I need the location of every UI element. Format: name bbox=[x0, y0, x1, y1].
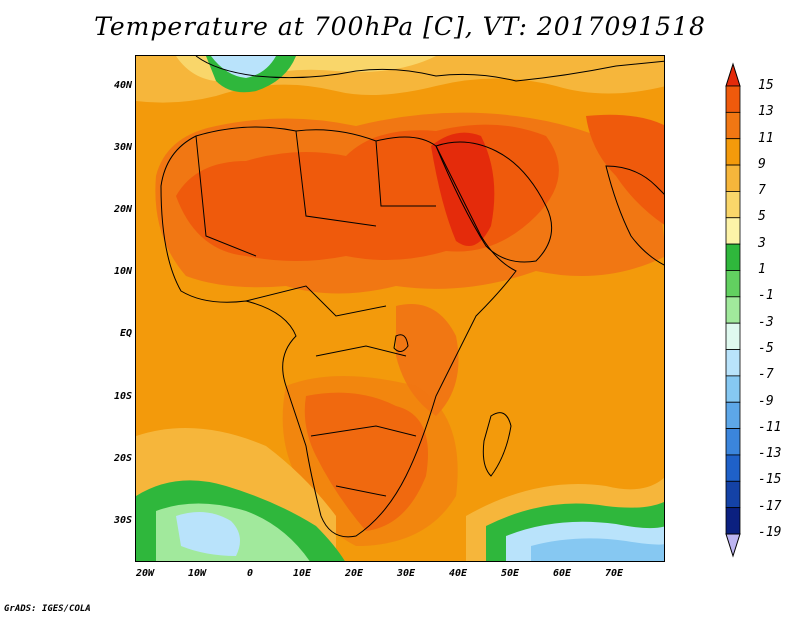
temperature-field-cold-paleblue-sw bbox=[176, 512, 240, 556]
colorbar-label: 11 bbox=[758, 130, 774, 146]
colorbar-label: -15 bbox=[758, 472, 782, 488]
lat-label-30n: 30N bbox=[113, 142, 132, 153]
temperature-field-warm-india bbox=[586, 114, 664, 225]
colorbar-segment bbox=[725, 480, 741, 509]
map-panel bbox=[135, 55, 665, 562]
temperature-field-paleblue-north bbox=[211, 56, 276, 78]
great-lake bbox=[393, 334, 409, 352]
lon-label-10w: 10W bbox=[187, 568, 207, 579]
colorbar-label: -5 bbox=[758, 340, 774, 356]
chart-title: Temperature at 700hPa [C], VT: 201709151… bbox=[94, 12, 706, 41]
border-1 bbox=[195, 135, 257, 257]
border-7 bbox=[335, 485, 387, 497]
border-6 bbox=[310, 425, 417, 437]
country-borders bbox=[160, 56, 664, 538]
colorbar-label: -7 bbox=[758, 367, 774, 383]
colorbar-label: 13 bbox=[758, 104, 774, 120]
colorbar-label: -17 bbox=[758, 498, 782, 514]
colorbar-label: 5 bbox=[758, 209, 766, 225]
colorbar-segment bbox=[725, 138, 741, 166]
border-2 bbox=[295, 130, 377, 227]
lon-label-60e: 60E bbox=[552, 568, 572, 579]
lon-label-70e: 70E bbox=[604, 568, 624, 579]
colorbar-segment bbox=[725, 428, 741, 456]
lon-label-50e: 50E bbox=[500, 568, 520, 579]
colorbar-segment bbox=[725, 375, 741, 403]
lat-label-10s: 10S bbox=[113, 391, 132, 402]
colorbar-label: -11 bbox=[758, 419, 782, 435]
colorbar-segment bbox=[725, 349, 741, 377]
lat-label-30s: 30S bbox=[113, 515, 132, 526]
madagascar bbox=[482, 412, 512, 477]
arabian-peninsula bbox=[435, 141, 553, 263]
colorbar-label: -13 bbox=[758, 446, 782, 462]
india bbox=[605, 165, 664, 266]
colorbar-label: -1 bbox=[758, 288, 774, 304]
colorbar-segment bbox=[725, 85, 741, 113]
border-3 bbox=[375, 140, 436, 207]
lat-label-40n: 40N bbox=[113, 80, 132, 91]
colorbar-segment bbox=[725, 322, 741, 350]
colorbar-label: 1 bbox=[758, 262, 766, 278]
colorbar-segment bbox=[725, 111, 741, 140]
colorbar-label: 9 bbox=[758, 156, 766, 172]
colorbar-label: -19 bbox=[758, 525, 782, 540]
colorbar-label: 3 bbox=[758, 235, 766, 251]
colorbar bbox=[725, 62, 741, 558]
border-4 bbox=[245, 285, 387, 317]
border-5 bbox=[315, 345, 407, 357]
lat-label-eq: EQ bbox=[119, 328, 132, 339]
lat-label-20n: 20N bbox=[113, 204, 132, 215]
colorbar-segment bbox=[725, 217, 741, 245]
lon-label-20w: 20W bbox=[135, 568, 155, 579]
lon-label-40e: 40E bbox=[448, 568, 468, 579]
europe-coast bbox=[195, 56, 664, 82]
colorbar-segment bbox=[725, 191, 741, 219]
colorbar-label: -3 bbox=[758, 314, 774, 330]
colorbar-segment bbox=[725, 270, 741, 298]
temperature-field-warm-south-africa bbox=[282, 376, 458, 546]
colorbar-segment bbox=[725, 164, 741, 192]
lat-label-10n: 10N bbox=[113, 266, 132, 277]
lon-label-20e: 20E bbox=[344, 568, 364, 579]
colorbar-segment bbox=[725, 507, 741, 535]
colorbar-label: -9 bbox=[758, 393, 774, 409]
colorbar-top-cap bbox=[725, 62, 741, 87]
lon-label-0: 0 bbox=[246, 568, 254, 579]
lon-label-10e: 10E bbox=[292, 568, 312, 579]
colorbar-bottom-cap bbox=[725, 533, 741, 558]
temperature-field-hottest-arabia bbox=[431, 132, 495, 246]
colorbar-segment bbox=[725, 243, 741, 271]
colorbar-label: 15 bbox=[758, 78, 774, 93]
africa-coastline bbox=[160, 126, 517, 538]
credit-text: GrADS: IGES/COLA bbox=[4, 604, 91, 614]
lat-label-20s: 20S bbox=[113, 453, 132, 464]
colorbar-segment bbox=[725, 401, 741, 429]
lon-label-30e: 30E bbox=[396, 568, 416, 579]
temperature-field-cold-blue-se bbox=[531, 538, 664, 561]
colorbar-segment bbox=[725, 454, 741, 482]
colorbar-segment bbox=[725, 296, 741, 324]
colorbar-label: 7 bbox=[758, 183, 766, 199]
